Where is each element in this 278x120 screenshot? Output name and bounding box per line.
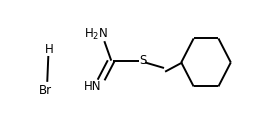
Text: S: S (139, 54, 146, 67)
Text: H: H (45, 43, 54, 56)
Text: H$_2$N: H$_2$N (84, 27, 108, 42)
Text: HN: HN (84, 80, 102, 93)
Text: Br: Br (39, 84, 52, 97)
